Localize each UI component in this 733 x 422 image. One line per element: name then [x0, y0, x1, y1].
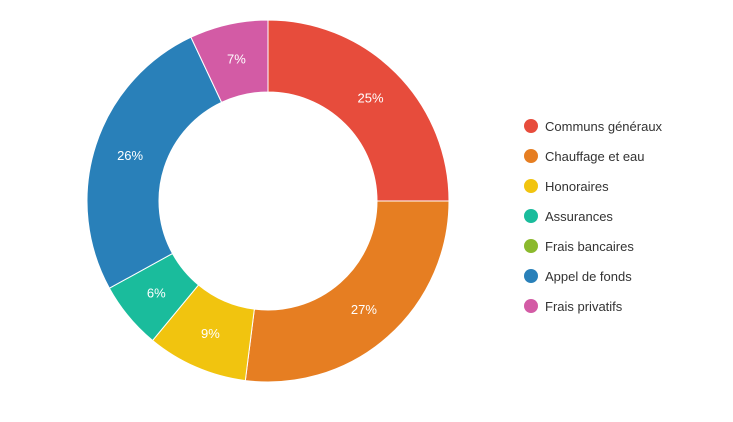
legend-item[interactable]: Assurances [524, 201, 662, 231]
chart-legend: Communs généraux Chauffage et eau Honorair… [524, 111, 662, 321]
legend-color-dot [524, 179, 538, 193]
legend-item[interactable]: Frais bancaires [524, 231, 662, 261]
legend-color-dot [524, 119, 538, 133]
slice-communs-g-n-raux[interactable] [267, 19, 450, 202]
legend-item[interactable]: Communs généraux [524, 111, 662, 141]
legend-label: Frais bancaires [545, 238, 634, 254]
slice-label-appel-de-fonds: 26% [117, 148, 143, 163]
legend-item[interactable]: Honoraires [524, 171, 662, 201]
legend-label: Frais privatifs [545, 298, 623, 314]
legend-color-dot [524, 209, 538, 223]
legend-label: Communs généraux [545, 118, 663, 134]
slice-label-assurances: 6% [147, 285, 166, 300]
slice-label-frais-privatifs: 7% [227, 51, 246, 66]
slice-chauffage-et-eau[interactable] [244, 200, 450, 383]
slice-label-honoraires: 9% [201, 326, 220, 341]
legend-label: Appel de fonds [545, 268, 632, 284]
slice-label-chauffage-et-eau: 27% [351, 302, 377, 317]
legend-color-dot [524, 239, 538, 253]
legend-item[interactable]: Frais privatifs [524, 291, 662, 321]
legend-label: Assurances [545, 208, 613, 224]
legend-label: Chauffage et eau [545, 148, 645, 164]
legend-color-dot [524, 149, 538, 163]
legend-label: Honoraires [545, 178, 609, 194]
legend-item[interactable]: Chauffage et eau [524, 141, 662, 171]
slice-label-communs-g-n-raux: 25% [358, 90, 384, 105]
legend-color-dot [524, 299, 538, 313]
legend-color-dot [524, 269, 538, 283]
slice-appel-de-fonds[interactable] [86, 36, 223, 289]
legend-item[interactable]: Appel de fonds [524, 261, 662, 291]
slice-frais-privatifs[interactable] [190, 19, 269, 104]
